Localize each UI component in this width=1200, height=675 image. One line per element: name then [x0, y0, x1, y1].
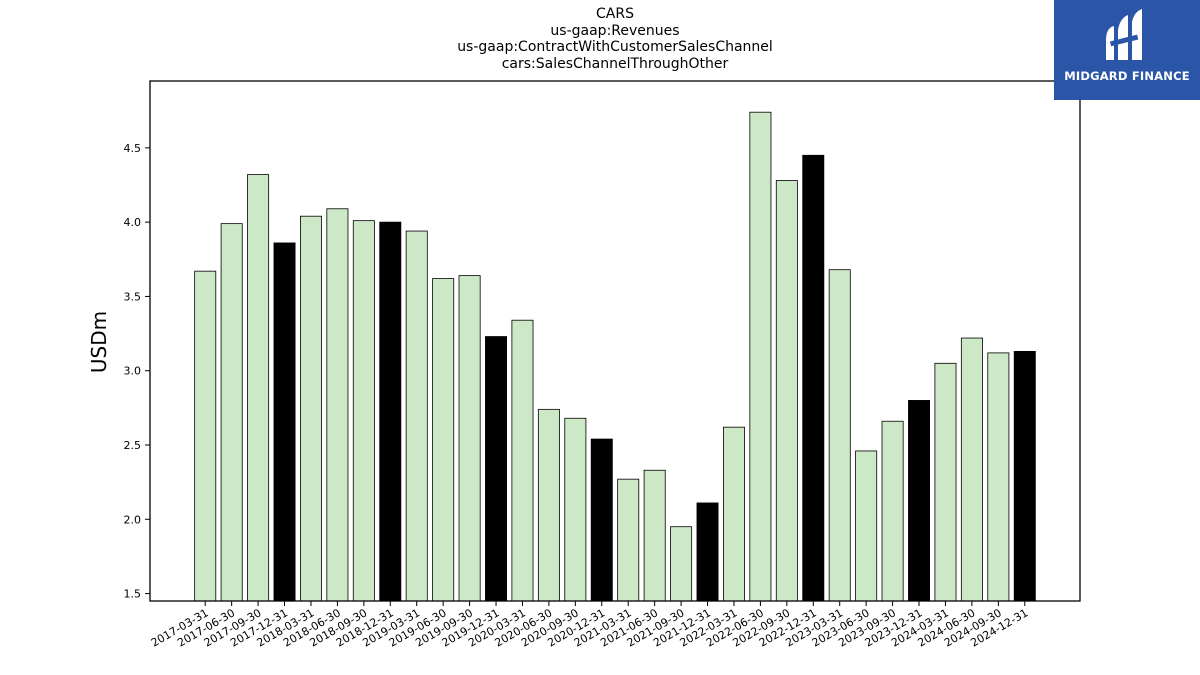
bar-2020-12-31 — [590, 438, 613, 602]
bar-2023-12-31 — [908, 400, 931, 602]
title-line-3: us-gaap:ContractWithCustomerSalesChannel — [457, 39, 773, 55]
bar-2022-09-30 — [775, 180, 798, 602]
bar-2023-06-30 — [855, 450, 878, 602]
bar-2019-09-30 — [458, 275, 481, 602]
bar-2024-09-30 — [987, 352, 1010, 602]
y-tick-label: 2.0 — [124, 513, 142, 526]
bar-2021-03-31 — [617, 478, 640, 602]
bar-2024-06-30 — [960, 337, 983, 602]
bar-2018-03-31 — [299, 215, 322, 602]
bar-2017-06-30 — [220, 223, 243, 602]
bar-2022-06-30 — [749, 111, 772, 602]
bar-2022-12-31 — [802, 154, 825, 602]
title-line-2: us-gaap:Revenues — [550, 22, 680, 39]
y-tick-label: 1.5 — [124, 588, 142, 601]
bar-2020-09-30 — [564, 417, 587, 602]
bar-2019-12-31 — [485, 336, 508, 602]
y-axis-label: USDm — [87, 311, 111, 373]
title-line-1: CARS — [596, 6, 634, 22]
bar-2018-12-31 — [379, 221, 402, 602]
bar-2022-03-31 — [722, 426, 745, 602]
bar-2019-03-31 — [405, 230, 428, 602]
bar-2017-03-31 — [194, 270, 217, 602]
logo-text: MIDGARD FINANCE — [1064, 69, 1190, 83]
bar-2018-06-30 — [326, 208, 349, 602]
bar-2021-09-30 — [670, 526, 693, 602]
y-tick-label: 2.5 — [124, 439, 142, 452]
y-axis: 1.5 2.0 2.5 3.0 3.5 4.0 4.5 — [124, 142, 150, 601]
bar-2020-03-31 — [511, 319, 534, 602]
y-tick-label: 3.0 — [124, 365, 142, 378]
y-tick-label: 3.5 — [124, 290, 142, 303]
bar-2018-09-30 — [352, 220, 375, 602]
title-line-4: cars:SalesChannelThroughOther — [501, 55, 729, 72]
logo-mark-icon — [1106, 9, 1142, 60]
plot-frame — [149, 80, 1081, 602]
bar-2021-12-31 — [696, 502, 719, 602]
bar-2024-12-31 — [1013, 350, 1036, 602]
midgard-finance-logo: MIDGARD FINANCE — [1054, 0, 1200, 100]
x-axis: 2017-03-312017-06-302017-09-302017-12-31… — [149, 601, 1030, 650]
y-tick-label: 4.0 — [124, 216, 142, 229]
bar-2023-09-30 — [881, 420, 904, 602]
bar-2021-06-30 — [643, 469, 666, 602]
chart-title: CARS us-gaap:Revenues us-gaap:ContractWi… — [150, 6, 1080, 72]
bar-2020-06-30 — [537, 408, 560, 602]
bars-group — [194, 111, 1036, 602]
bar-2019-06-30 — [432, 278, 455, 602]
bar-2017-09-30 — [247, 174, 270, 602]
bar-2017-12-31 — [273, 242, 296, 602]
bar-2023-03-31 — [828, 269, 851, 602]
bar-2024-03-31 — [934, 362, 957, 602]
y-tick-label: 4.5 — [124, 142, 142, 155]
